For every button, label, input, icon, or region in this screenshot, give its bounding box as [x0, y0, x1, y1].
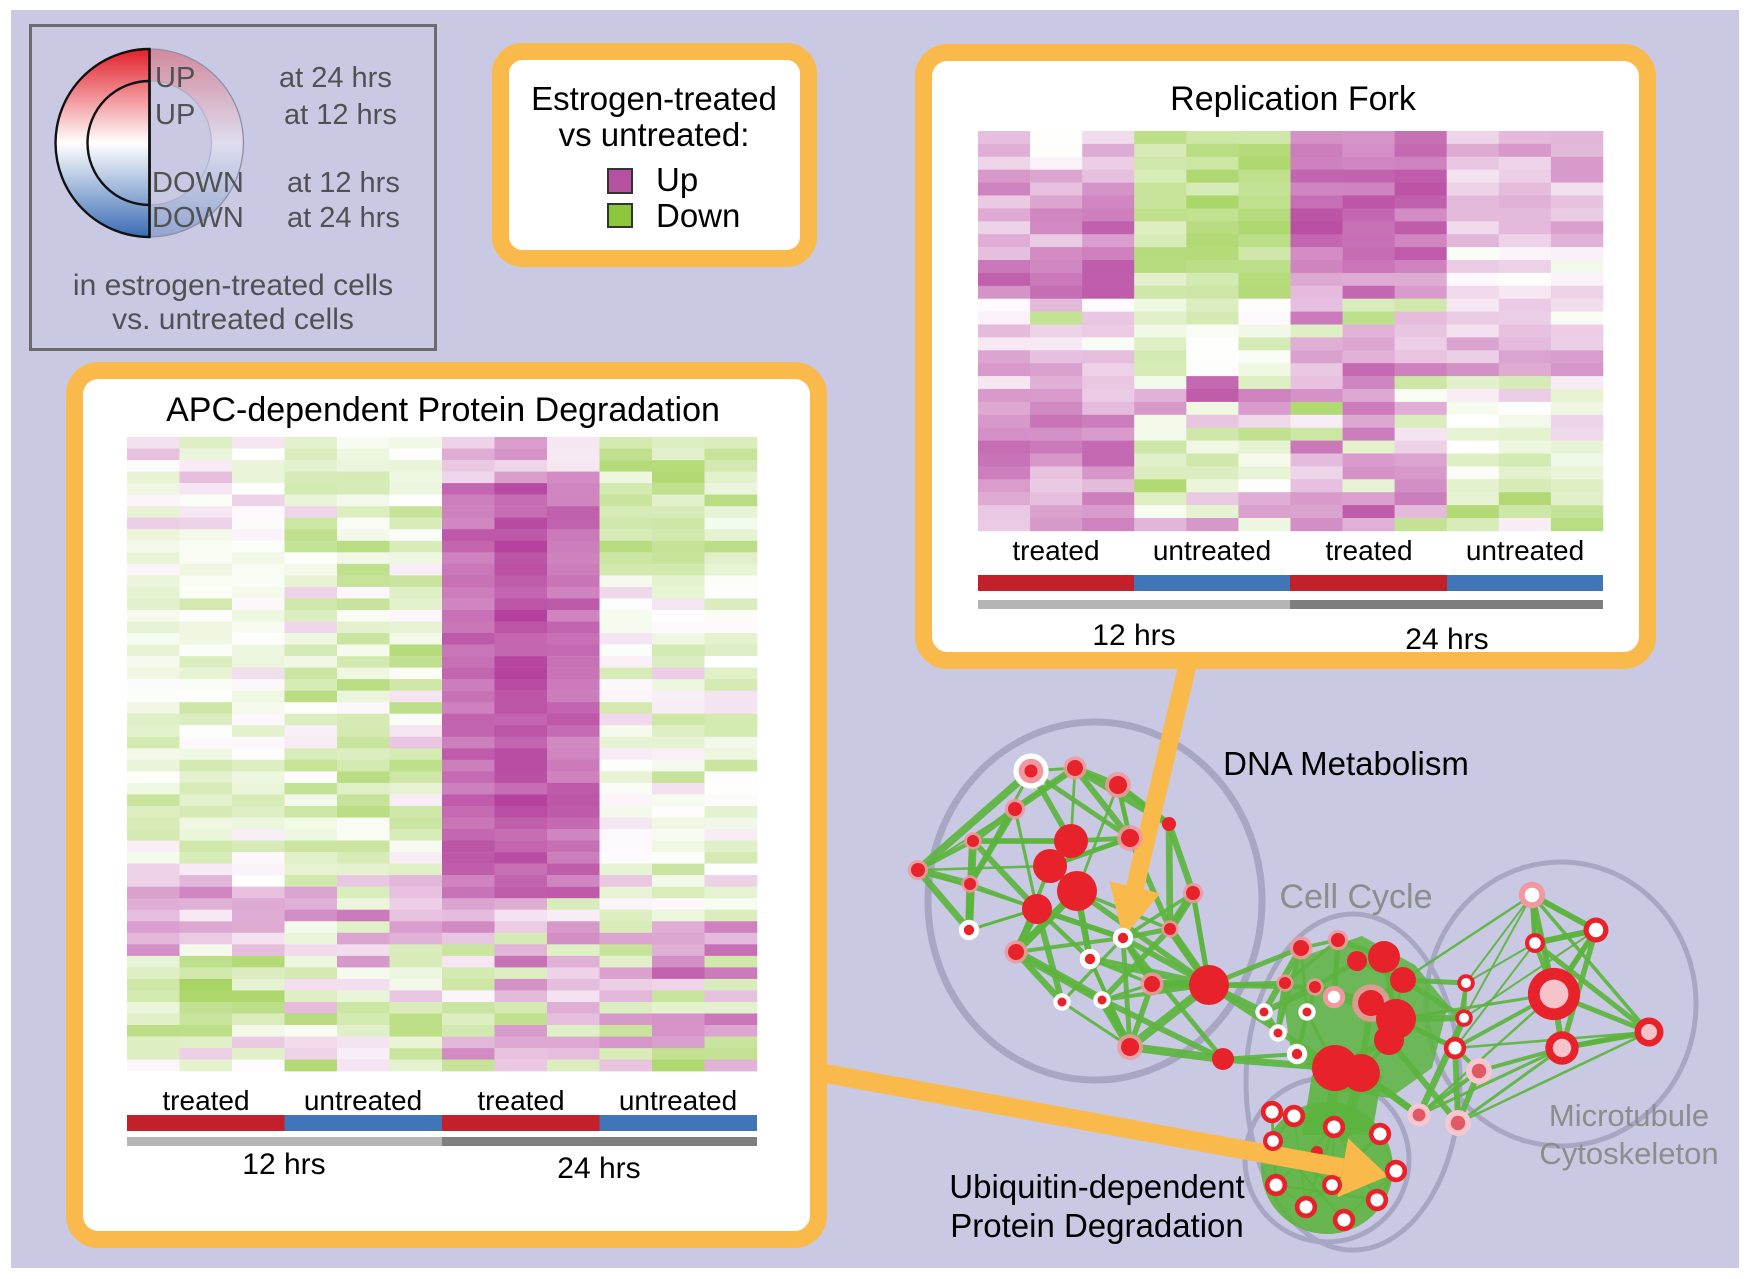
svg-text:Protein Degradation: Protein Degradation [950, 1207, 1244, 1244]
svg-text:Ubiquitin-dependent: Ubiquitin-dependent [949, 1168, 1244, 1205]
svg-text:at 24 hrs: at 24 hrs [279, 62, 392, 94]
svg-text:treated: treated [477, 1085, 564, 1116]
svg-text:Down: Down [656, 197, 740, 234]
svg-text:12 hrs: 12 hrs [242, 1148, 325, 1181]
svg-text:untreated: untreated [1153, 535, 1271, 566]
svg-text:treated: treated [1325, 535, 1412, 566]
svg-text:vs. untreated cells: vs. untreated cells [112, 303, 354, 336]
svg-text:at 12 hrs: at 12 hrs [284, 99, 397, 131]
svg-text:vs untreated:: vs untreated: [559, 116, 750, 153]
svg-text:treated: treated [1012, 535, 1099, 566]
svg-text:APC-dependent Protein Degradat: APC-dependent Protein Degradation [166, 391, 720, 429]
svg-text:Estrogen-treated: Estrogen-treated [531, 80, 777, 117]
svg-text:treated: treated [162, 1085, 249, 1116]
svg-text:24 hrs: 24 hrs [557, 1152, 640, 1185]
svg-text:Up: Up [656, 161, 698, 198]
svg-text:in estrogen-treated cells: in estrogen-treated cells [73, 269, 393, 302]
svg-text:UP: UP [155, 99, 195, 131]
svg-text:24 hrs: 24 hrs [1405, 623, 1488, 656]
svg-text:Cell Cycle: Cell Cycle [1279, 878, 1432, 916]
svg-text:untreated: untreated [304, 1085, 422, 1116]
svg-text:Cytoskeleton: Cytoskeleton [1539, 1136, 1718, 1171]
svg-text:Microtubule: Microtubule [1549, 1098, 1709, 1133]
svg-text:Replication Fork: Replication Fork [1170, 80, 1417, 118]
svg-text:UP: UP [155, 62, 195, 94]
svg-text:untreated: untreated [619, 1085, 737, 1116]
svg-text:12 hrs: 12 hrs [1092, 619, 1175, 652]
svg-text:at 24 hrs: at 24 hrs [287, 202, 400, 234]
svg-text:DOWN: DOWN [152, 202, 244, 234]
svg-text:untreated: untreated [1466, 535, 1584, 566]
svg-text:DNA Metabolism: DNA Metabolism [1223, 745, 1469, 782]
svg-text:DOWN: DOWN [152, 167, 244, 199]
svg-text:at 12 hrs: at 12 hrs [287, 167, 400, 199]
